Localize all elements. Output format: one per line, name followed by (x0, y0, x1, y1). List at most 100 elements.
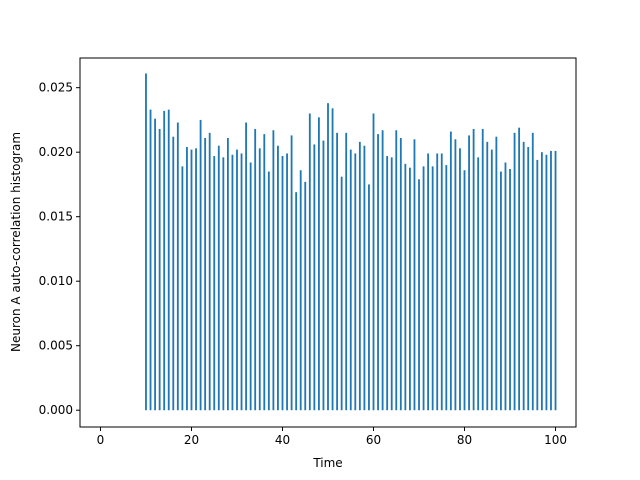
x-tick-label: 0 (97, 433, 105, 447)
bar (340, 176, 343, 411)
bar (522, 141, 525, 411)
x-tick-label: 20 (184, 433, 199, 447)
bar (513, 132, 516, 411)
x-tick-label: 40 (275, 433, 290, 447)
bar (449, 131, 452, 411)
bar (422, 166, 425, 411)
bar (527, 147, 530, 411)
bar (500, 171, 502, 411)
bar (504, 162, 507, 411)
bar (195, 148, 197, 411)
bar (390, 157, 393, 411)
bar (167, 109, 170, 411)
bar (208, 132, 211, 411)
bar (240, 153, 243, 411)
bar (531, 132, 534, 411)
bar (331, 108, 334, 411)
bar (440, 153, 443, 411)
bar (395, 130, 398, 411)
bar (550, 150, 552, 411)
bar (327, 103, 329, 411)
bar (190, 149, 193, 411)
bar (368, 184, 370, 411)
x-tick-label: 80 (457, 433, 472, 447)
bar (418, 179, 420, 411)
bar (286, 153, 288, 411)
bar (226, 137, 229, 411)
bar (372, 113, 375, 411)
y-axis-label: Neuron A auto-correlation histogram (9, 132, 23, 352)
bar (381, 130, 384, 411)
bar (509, 168, 511, 411)
bar (217, 145, 220, 411)
bar (468, 135, 470, 411)
bar (358, 141, 361, 411)
bar (304, 181, 307, 411)
bar (404, 163, 407, 411)
bar (176, 122, 179, 411)
bar (545, 154, 548, 411)
bar (290, 135, 293, 411)
bar (336, 132, 339, 411)
bar (149, 109, 152, 411)
bar (295, 192, 298, 411)
bar (518, 127, 521, 411)
bar (377, 134, 379, 411)
bar (277, 145, 279, 411)
bar (431, 166, 434, 411)
bar (413, 139, 416, 411)
bar (322, 140, 325, 411)
bar (472, 128, 475, 411)
bar (204, 137, 207, 411)
bar (490, 149, 493, 411)
bar (427, 153, 430, 411)
bar (249, 162, 252, 411)
bar (154, 118, 156, 411)
bar (158, 128, 161, 411)
bar (363, 145, 366, 411)
bar (172, 136, 175, 411)
bar (399, 137, 402, 411)
y-tick-label: 0.025 (39, 81, 73, 95)
y-axis-ticks: 0.000 0.005 0.010 0.015 0.020 0.025 (39, 81, 80, 417)
bar (445, 165, 448, 411)
bar (313, 144, 316, 411)
y-tick-label: 0.005 (39, 339, 73, 353)
bar (213, 156, 216, 411)
bar (163, 110, 166, 411)
bar (308, 113, 311, 411)
bar (145, 73, 147, 411)
bar (236, 149, 238, 411)
bar (354, 153, 357, 411)
plot-frame (79, 57, 577, 428)
bar (181, 166, 184, 411)
bars-group (145, 73, 557, 411)
y-tick-label: 0.020 (39, 145, 73, 159)
bar (263, 134, 266, 411)
bar (536, 159, 539, 411)
bar (186, 147, 188, 411)
bar (231, 154, 234, 411)
bar (299, 170, 302, 411)
bar (463, 170, 466, 411)
bar (554, 150, 557, 411)
bar (540, 152, 543, 411)
bar (386, 156, 389, 411)
bar (199, 119, 202, 411)
y-tick-label: 0.010 (39, 274, 73, 288)
bar (258, 148, 261, 411)
bar (245, 122, 247, 411)
bar (409, 167, 411, 411)
x-axis-label: Time (312, 456, 342, 470)
bar (281, 156, 284, 411)
bar (317, 117, 320, 411)
bar (254, 128, 257, 411)
x-tick-label: 60 (366, 433, 381, 447)
y-tick-label: 0.000 (39, 403, 73, 417)
y-tick-label: 0.015 (39, 210, 73, 224)
bar (345, 132, 348, 411)
x-axis-ticks: 0 20 40 60 80 100 (97, 427, 567, 447)
bar (459, 148, 461, 411)
bar (436, 153, 439, 411)
